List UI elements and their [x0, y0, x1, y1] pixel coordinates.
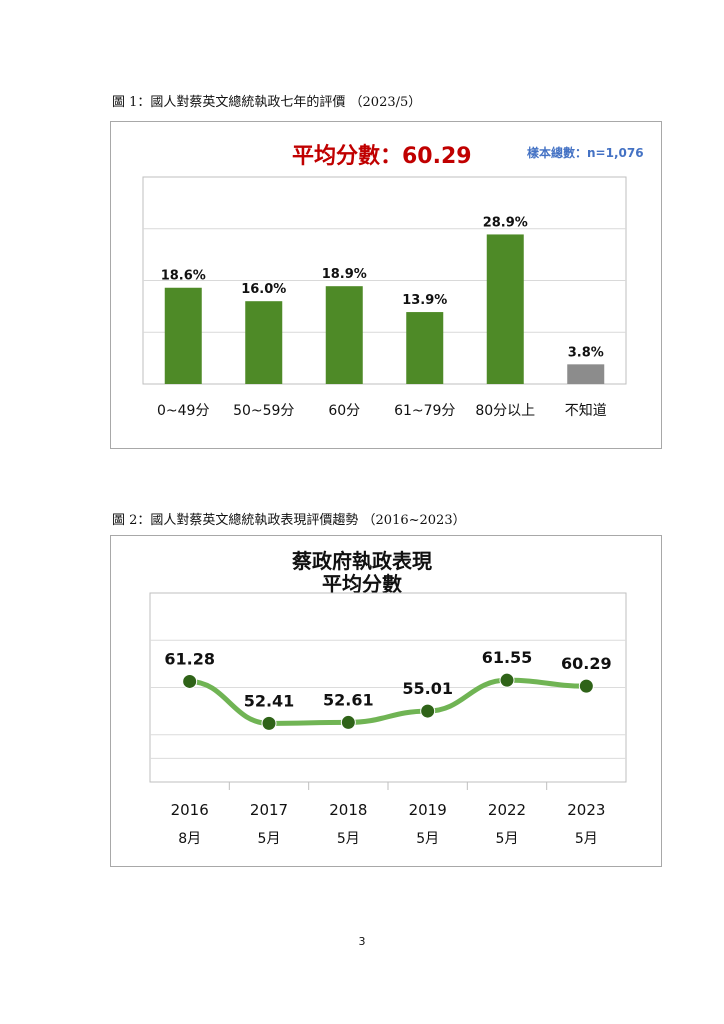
chart2-month-label: 5月 [258, 831, 281, 847]
chart2-month-label: 5月 [416, 831, 439, 847]
chart1-bar [325, 286, 363, 384]
chart1-category-label: 不知道 [565, 402, 607, 419]
chart2-point [578, 678, 594, 694]
chart1-bar [567, 364, 605, 384]
chart1-category-label: 0~49分 [157, 403, 209, 419]
chart1-category-label: 61~79分 [394, 403, 455, 419]
chart1-panel [110, 121, 662, 449]
chart2-title-line1: 蔡政府執政表現 [292, 549, 432, 573]
chart2-month-label: 5月 [337, 831, 360, 847]
chart2-data-label: 61.28 [164, 649, 215, 668]
chart2-data-label: 52.61 [323, 690, 374, 709]
chart1-bar [486, 234, 524, 384]
chart2-panel [110, 535, 662, 867]
chart1-category-label: 50~59分 [233, 403, 294, 419]
chart2-point [182, 673, 198, 689]
chart2-month-label: 5月 [575, 831, 598, 847]
chart1-bar [245, 301, 283, 384]
chart2-year-label: 2018 [329, 801, 367, 819]
chart2-series-line [187, 677, 589, 726]
chart1-category-label: 80分以上 [475, 403, 535, 419]
chart2-data-label: 55.01 [402, 679, 453, 698]
chart2-month-label: 5月 [496, 831, 519, 847]
chart2-year-label: 2017 [250, 801, 288, 819]
chart2-point [261, 715, 277, 731]
chart1-bar [406, 312, 444, 384]
chart2-year-label: 2023 [567, 801, 605, 819]
chart1-average-score: 平均分數：60.29 [292, 144, 472, 169]
chart1-data-label: 18.6% [161, 269, 206, 284]
chart1-caption: 圖 1：國人對蔡英文總統執政七年的評價 （2023/5） [112, 95, 422, 110]
chart2-point [340, 714, 356, 730]
chart1-data-label: 3.8% [568, 345, 604, 360]
chart2-data-label: 60.29 [561, 654, 612, 673]
chart1-sample-size: 樣本總數：n=1,076 [527, 146, 644, 160]
page-number: 3 [358, 935, 366, 948]
chart1-data-label: 18.9% [322, 267, 367, 282]
chart2-title-line2: 平均分數 [322, 572, 402, 596]
chart2-caption: 圖 2：國人對蔡英文總統執政表現評價趨勢 （2016~2023） [112, 513, 466, 528]
chart2-year-label: 2022 [488, 801, 526, 819]
chart1-data-label: 28.9% [483, 215, 528, 230]
chart2-data-label: 52.41 [244, 691, 295, 710]
chart2-year-label: 2016 [171, 801, 209, 819]
chart2-year-label: 2019 [409, 801, 447, 819]
chart2-point [420, 703, 436, 719]
chart1-bar [164, 287, 202, 384]
chart1-category-label: 60分 [328, 403, 360, 419]
chart2-data-label: 61.55 [482, 648, 533, 667]
chart1-data-label: 13.9% [402, 293, 447, 308]
chart2-month-label: 8月 [178, 831, 201, 847]
chart1-data-label: 16.0% [241, 282, 286, 297]
chart2-point [499, 672, 515, 688]
